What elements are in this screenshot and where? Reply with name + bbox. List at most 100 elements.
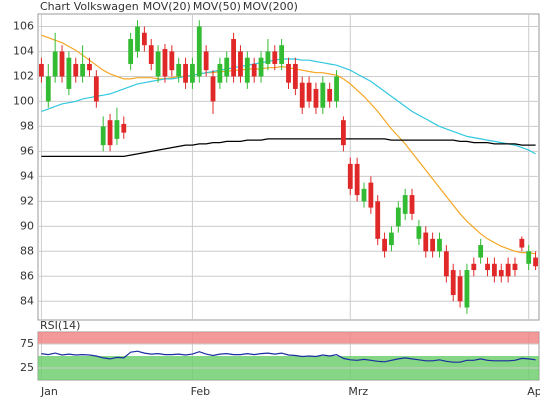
- candle-body: [52, 51, 58, 77]
- candle-body: [526, 251, 532, 264]
- candle-body: [533, 257, 538, 267]
- candle-body: [210, 76, 216, 102]
- candle-body: [368, 182, 374, 208]
- candle-body: [59, 51, 65, 77]
- candle-body: [423, 232, 429, 252]
- chart-title: Chart Volkswagen: [40, 0, 139, 13]
- candle-body: [176, 63, 182, 77]
- candle-body: [66, 57, 72, 89]
- candle-body: [416, 226, 422, 239]
- candle-body: [155, 51, 161, 77]
- candle-body: [148, 45, 154, 64]
- candle-body: [347, 163, 353, 189]
- candle-body: [519, 238, 525, 248]
- series-line: [41, 138, 536, 157]
- candle-body: [100, 126, 106, 146]
- y-tick-label: 96: [20, 144, 34, 157]
- y-tick-label: 88: [20, 244, 34, 257]
- candle-body: [361, 188, 367, 202]
- candle-body: [258, 57, 264, 77]
- candle-body: [196, 26, 202, 77]
- candle-body: [231, 38, 236, 77]
- y-tick-label: 98: [20, 119, 34, 132]
- candle-body: [485, 263, 490, 271]
- candle-body: [169, 51, 175, 71]
- candle-body: [114, 120, 120, 139]
- candle-body: [505, 263, 511, 277]
- candle-body: [327, 88, 333, 102]
- candle-body: [272, 51, 278, 64]
- legend-entry: MOV(200): [243, 0, 298, 13]
- candle-body: [450, 270, 456, 296]
- candle-body: [80, 63, 86, 77]
- x-tick-label: Mrz: [348, 385, 368, 398]
- y-tick-label: 92: [20, 194, 34, 207]
- candle-body: [320, 82, 326, 108]
- candle-body: [395, 207, 401, 227]
- candle-body: [135, 26, 140, 52]
- x-tick-label: Apr: [527, 385, 540, 398]
- candle-body: [464, 270, 470, 308]
- candle-body: [141, 32, 147, 46]
- candle-body: [354, 163, 360, 196]
- candle-body: [471, 263, 477, 271]
- candle-body: [183, 63, 188, 83]
- candle-body: [409, 195, 415, 214]
- candle-body: [128, 38, 134, 64]
- candle-body: [217, 63, 223, 83]
- candle-body: [382, 238, 387, 252]
- candle-body: [244, 57, 250, 83]
- candle-body: [73, 63, 79, 77]
- candle-body: [93, 76, 99, 102]
- candle-body: [402, 195, 408, 214]
- candle-body: [265, 51, 271, 64]
- y-tick-label: 104: [13, 44, 34, 57]
- candle-body: [107, 120, 113, 146]
- candle-body: [292, 63, 298, 89]
- legend-entry: MOV(20): [143, 0, 191, 13]
- x-tick-label: Feb: [191, 385, 210, 398]
- candle-body: [299, 82, 305, 108]
- candle-body: [334, 76, 339, 102]
- legend-entry: MOV(50): [193, 0, 241, 13]
- candle-body: [457, 276, 463, 302]
- candle-body: [389, 232, 394, 246]
- y-tick-label: 102: [13, 69, 34, 82]
- panel-title: RSI(14): [40, 319, 80, 332]
- candle-body: [45, 76, 51, 102]
- candle-body: [190, 63, 195, 83]
- candle-body: [443, 251, 449, 277]
- y-tick-label: 100: [13, 94, 34, 107]
- candle-body: [437, 238, 442, 252]
- candle-body: [375, 201, 381, 239]
- candle-body: [39, 63, 44, 77]
- x-tick-label: Jan: [40, 385, 58, 398]
- candle-body: [121, 123, 127, 133]
- candle-body: [224, 57, 230, 77]
- candle-body: [306, 82, 312, 102]
- y-tick-label: 94: [20, 169, 34, 182]
- y-tick-label: 86: [20, 269, 34, 282]
- y-tick-label: 25: [20, 361, 34, 374]
- candle-body: [491, 263, 497, 277]
- series-line: [41, 350, 536, 363]
- candle-body: [313, 88, 319, 108]
- candle-body: [238, 51, 243, 77]
- candle-body: [203, 51, 209, 71]
- candle-body: [430, 238, 436, 252]
- candle-body: [87, 63, 92, 71]
- y-tick-label: 106: [13, 19, 34, 32]
- candle-body: [341, 120, 346, 146]
- candle-body: [251, 63, 257, 77]
- candle-body: [478, 245, 484, 258]
- candle-body: [498, 270, 504, 277]
- y-tick-label: 75: [20, 337, 34, 350]
- candle-body: [162, 48, 168, 77]
- candle-body: [512, 263, 518, 271]
- candle-body: [286, 63, 291, 83]
- candle-body: [279, 45, 285, 64]
- y-tick-label: 84: [20, 294, 34, 307]
- y-tick-label: 90: [20, 219, 34, 232]
- overbought-band: [38, 332, 539, 344]
